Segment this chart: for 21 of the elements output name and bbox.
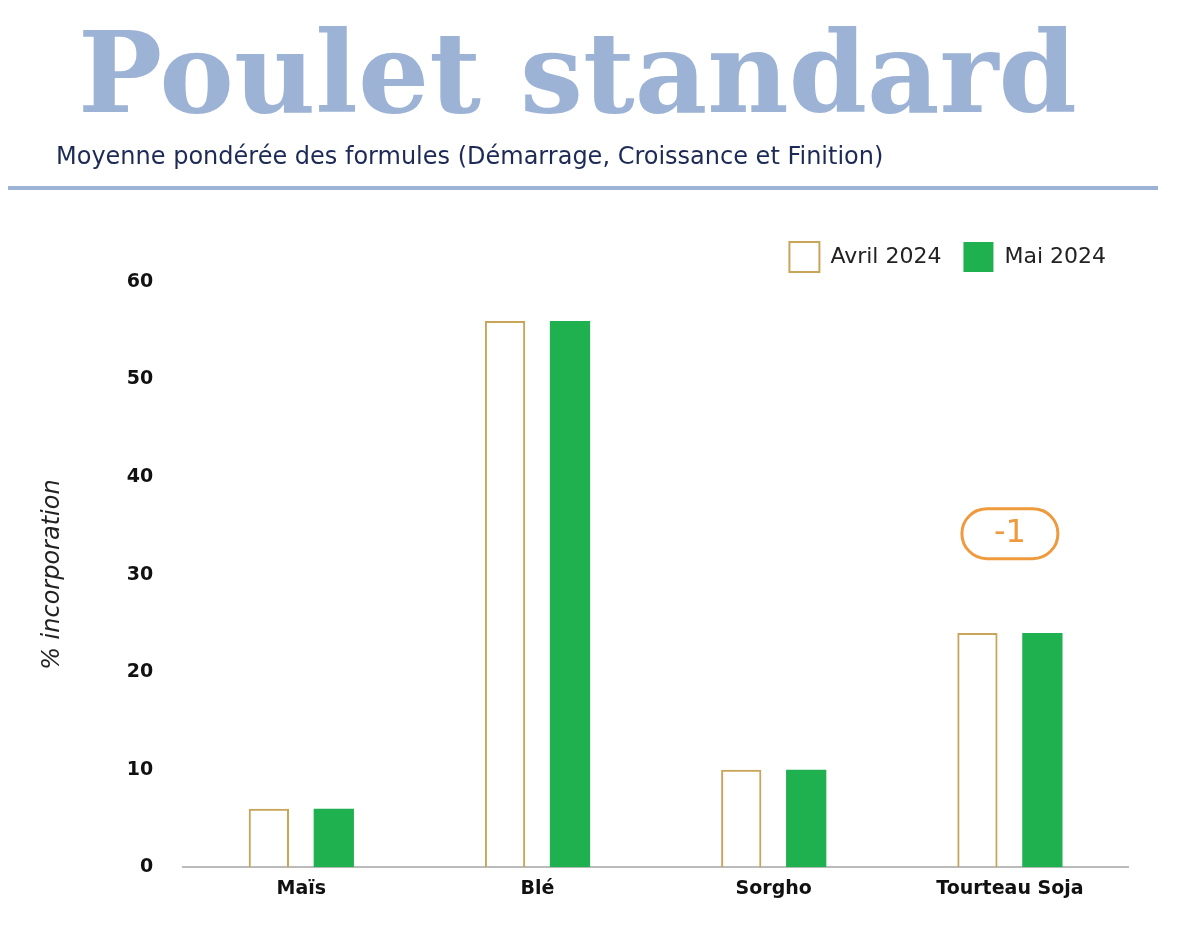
y-tick-label: 40 xyxy=(126,464,154,486)
bar xyxy=(1022,633,1063,868)
y-tick-label: 30 xyxy=(126,561,154,584)
y-tick-label: 50 xyxy=(126,366,154,389)
legend-label: Avril 2024 xyxy=(830,242,942,268)
y-tick-label: 0 xyxy=(140,854,154,877)
y-tick-label: 60 xyxy=(126,268,154,291)
y-tick-label: 20 xyxy=(126,659,154,682)
y-axis-title: % incorporation xyxy=(36,479,65,670)
x-tick-label: Sorgho xyxy=(735,875,812,898)
bar xyxy=(786,769,827,868)
annotation: -1 xyxy=(993,511,1026,550)
chart-title: Poulet standard xyxy=(77,7,1078,138)
x-tick-label: Maïs xyxy=(276,875,327,898)
bar xyxy=(549,321,591,868)
x-tick-label: Blé xyxy=(520,875,555,898)
bar xyxy=(313,808,354,868)
y-tick-label: 10 xyxy=(126,756,154,779)
legend-label: Mai 2024 xyxy=(1004,242,1107,268)
chart-subtitle: Moyenne pondérée des formules (Démarrage, Croissance et Finition) xyxy=(55,142,885,170)
x-tick-label: Tourteau Soja xyxy=(936,875,1084,898)
